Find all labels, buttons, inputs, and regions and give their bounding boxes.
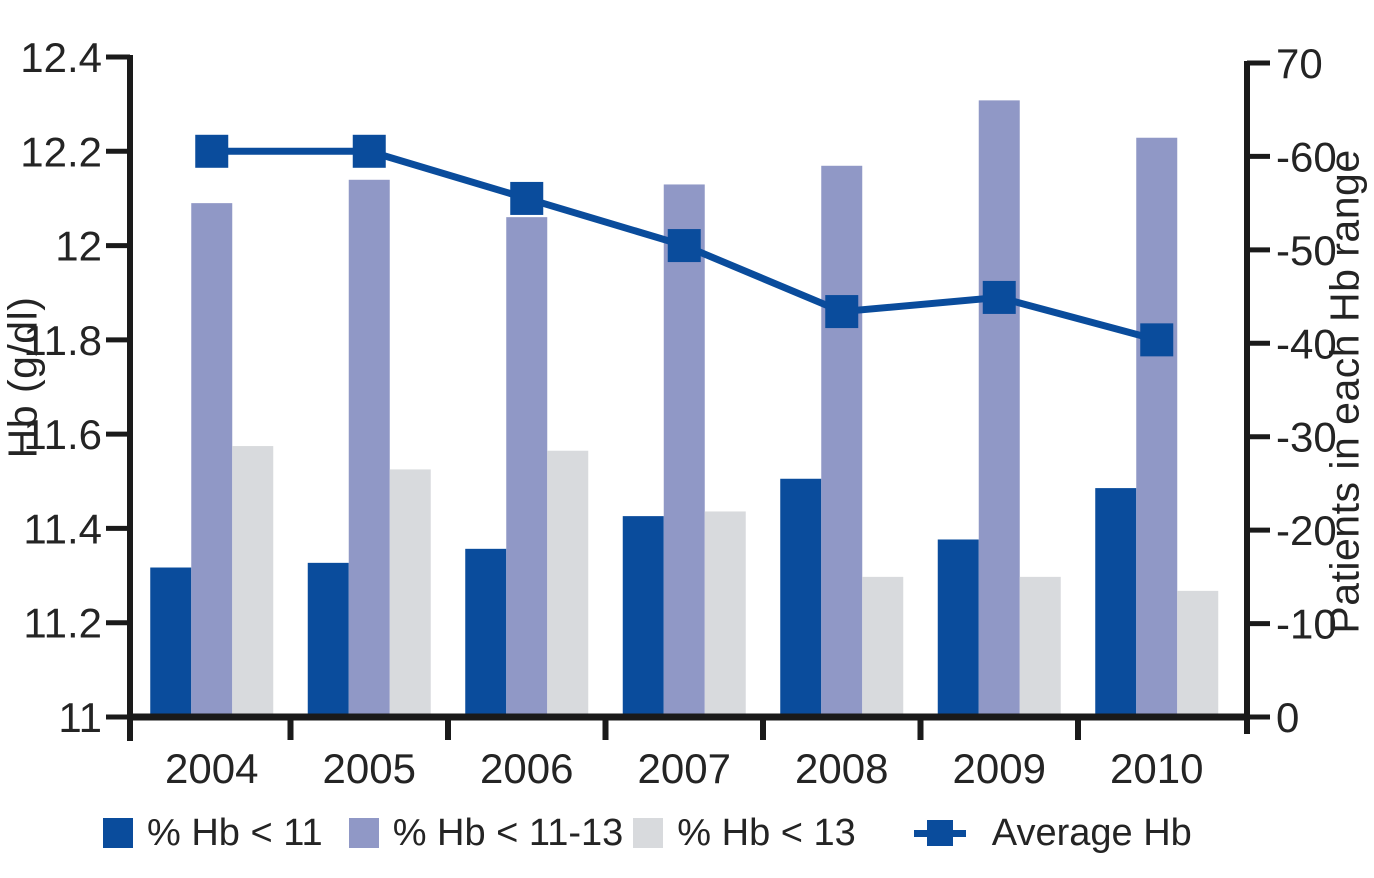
left-axis-tick-label: 11.8 — [23, 317, 102, 364]
bar-pct-hb-lt-11-2006 — [465, 548, 507, 717]
right-axis-tick-label: 0 — [1276, 694, 1299, 741]
x-axis-year-label: 2009 — [953, 745, 1046, 792]
left-axis-tick-label: 11.4 — [23, 505, 102, 552]
x-axis-year-label: 2006 — [480, 745, 573, 792]
bar-pct-hb-11-13-2007 — [663, 184, 705, 717]
bar-pct-hb-lt-11-2010 — [1095, 488, 1137, 717]
average-hb-marker-2005 — [352, 134, 386, 168]
right-axis-tick-label: 70 — [1276, 40, 1323, 87]
right-axis-tick-label: -60 — [1276, 133, 1337, 180]
legend-item-2: % Hb < 11-13 — [348, 811, 624, 855]
legend-line-marker-swatch — [913, 817, 966, 849]
bar-pct-hb-lt-13-2007 — [704, 511, 746, 717]
x-axis-year-label: 2007 — [638, 745, 731, 792]
x-axis-year-label: 2010 — [1110, 745, 1203, 792]
legend-item-1: % Hb < 11 — [103, 812, 323, 855]
bar-pct-hb-lt-13-2009 — [1019, 576, 1061, 717]
x-axis-year-label: 2005 — [323, 745, 416, 792]
bar-pct-hb-lt-11-2008 — [780, 478, 822, 717]
bar-pct-hb-11-13-2010 — [1136, 137, 1178, 717]
average-hb-marker-2007 — [667, 229, 701, 263]
chart-legend: % Hb < 11 % Hb < 11-13 % Hb < 13 Average Hb — [103, 811, 1192, 855]
bar-pct-hb-lt-11-2007 — [622, 516, 664, 717]
left-axis-tick-label: 12.4 — [20, 34, 102, 81]
right-axis-title: Patients in each Hb range — [1321, 149, 1368, 634]
average-hb-marker-2010 — [1140, 323, 1174, 357]
average-hb-marker-2006 — [510, 181, 544, 215]
legend-square-swatch — [633, 818, 664, 848]
legend-square-swatch — [348, 818, 379, 848]
bar-pct-hb-lt-13-2008 — [862, 576, 904, 717]
bar-pct-hb-lt-13-2010 — [1177, 590, 1219, 717]
bar-pct-hb-lt-11-2004 — [150, 567, 192, 717]
legend-item-3: % Hb < 13 — [633, 812, 856, 855]
bar-pct-hb-11-13-2008 — [821, 165, 863, 717]
legend-label: % Hb < 11-13 — [392, 811, 624, 854]
left-axis-tick-label: 11.6 — [23, 411, 102, 458]
bar-pct-hb-lt-11-2005 — [307, 562, 349, 717]
bar-pct-hb-11-13-2009 — [978, 100, 1020, 717]
legend-label: % Hb < 13 — [677, 811, 856, 854]
left-axis-tick-label: 11.2 — [23, 600, 102, 647]
x-axis-year-label: 2004 — [165, 745, 258, 792]
left-axis-title: Hb (g/dl) — [0, 296, 46, 459]
bar-pct-hb-11-13-2006 — [506, 217, 548, 717]
legend-marker-icon — [926, 820, 953, 846]
right-axis-tick-label: -10 — [1276, 601, 1337, 648]
left-axis-tick-label: 11 — [58, 694, 102, 741]
bar-pct-hb-lt-13-2004 — [232, 446, 274, 717]
left-axis-tick-label: 12 — [55, 223, 102, 270]
right-axis-tick-label: -20 — [1276, 507, 1337, 554]
right-axis-tick-label: -30 — [1276, 414, 1337, 461]
legend-label: % Hb < 11 — [147, 811, 323, 854]
x-axis-year-label: 2008 — [795, 745, 888, 792]
bar-pct-hb-lt-11-2009 — [937, 539, 979, 717]
bar-pct-hb-lt-13-2006 — [547, 450, 589, 717]
bar-pct-hb-11-13-2005 — [348, 179, 390, 718]
average-hb-marker-2009 — [982, 280, 1016, 314]
right-axis-tick-label: -50 — [1276, 227, 1337, 274]
legend-item-4: Average Hb — [913, 811, 1192, 855]
average-hb-marker-2004 — [195, 134, 229, 168]
bar-pct-hb-lt-13-2005 — [389, 469, 431, 717]
legend-label: Average Hb — [991, 811, 1192, 854]
left-axis-tick-label: 12.2 — [20, 128, 102, 175]
average-hb-marker-2008 — [825, 295, 859, 329]
bar-pct-hb-11-13-2004 — [191, 203, 233, 718]
right-axis-tick-label: -40 — [1276, 320, 1337, 367]
legend-square-swatch — [103, 818, 133, 848]
